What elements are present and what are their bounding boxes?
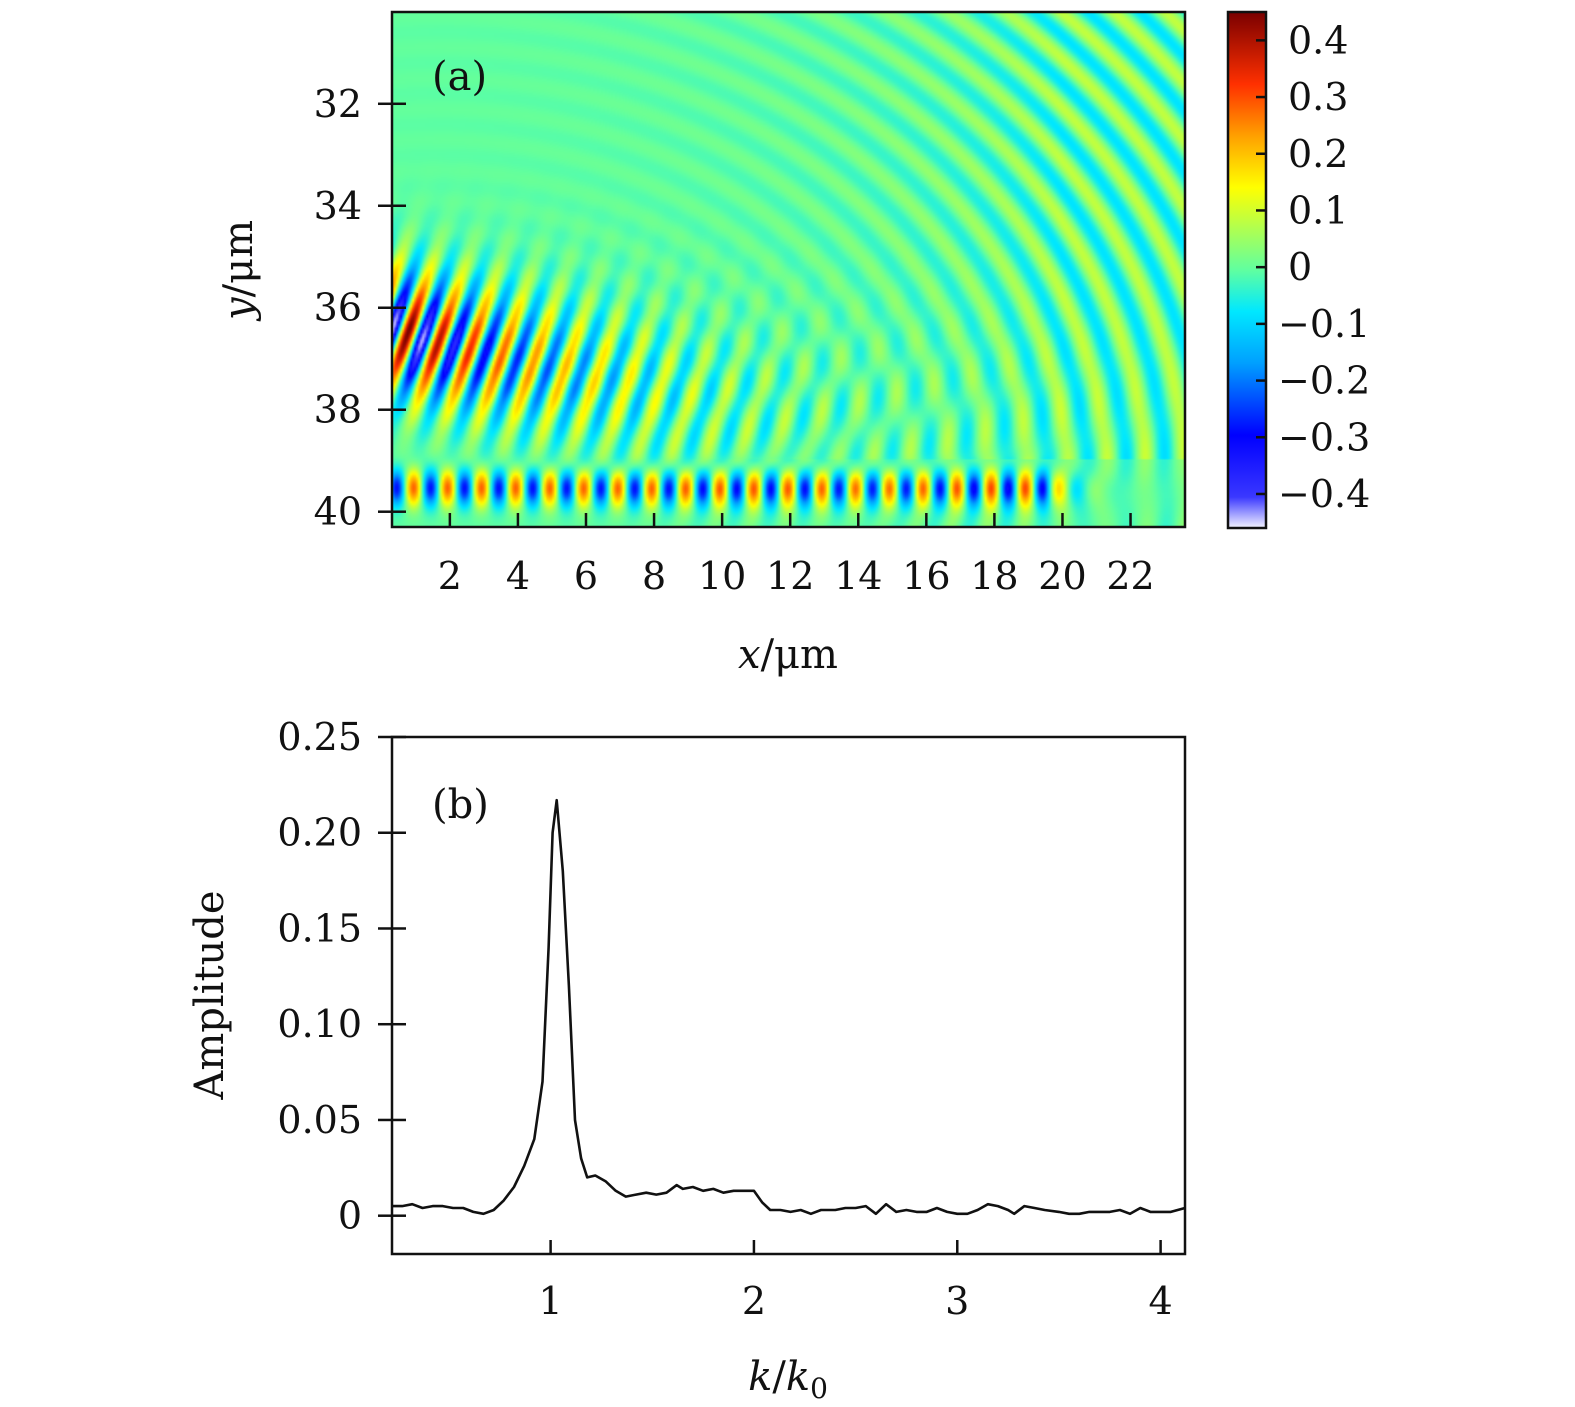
x-axis-title: x/μm <box>738 632 838 678</box>
colorbar-frame <box>1226 10 1268 530</box>
colorbar-tick-label: −0.4 <box>1278 472 1370 516</box>
x-tick-label: 18 <box>970 554 1018 598</box>
x-tick-label: 16 <box>902 554 950 598</box>
colorbar-tick-label: 0.4 <box>1288 18 1348 62</box>
colorbar-ticks: 0.4 0.3 0.2 0.1 0 −0.1 −0.2 −0.3 −0.4 <box>1256 18 1370 516</box>
spectrum-ticks: 1 2 3 4 0 0.05 0.10 0.15 0.20 0.25 <box>277 715 1172 1323</box>
k-tick-label: 3 <box>945 1279 969 1323</box>
amplitude-tick-label: 0.10 <box>277 1002 362 1046</box>
x-axis-title-k: k/k0 <box>748 1354 828 1405</box>
colorbar-tick-label: −0.1 <box>1278 302 1370 346</box>
colorbar-tick-label: −0.2 <box>1278 359 1370 403</box>
heatmap-ticks: 2 4 6 8 10 12 14 16 18 20 22 32 34 36 38 40 <box>314 82 1155 598</box>
colorbar-tick-label: 0.1 <box>1288 188 1348 232</box>
colorbar-tick-label: 0.3 <box>1288 75 1348 119</box>
panel-a-label: (a) <box>432 54 487 100</box>
colorbar-tick-label: 0 <box>1288 245 1312 289</box>
heatmap-panel: 2 4 6 8 10 12 14 16 18 20 22 32 34 36 38 40 (a) y/μm x/… <box>216 10 1370 678</box>
amplitude-tick-label: 0.15 <box>277 906 362 950</box>
amplitude-tick-label: 0.20 <box>277 811 362 855</box>
x-tick-label: 14 <box>834 554 882 598</box>
heatmap-field <box>392 12 1185 527</box>
spectrum-panel: 1 2 3 400.050.100.150.200.25 (b) Amplitude … <box>187 715 1187 1405</box>
y-axis-title-amplitude: Amplitude <box>187 890 233 1100</box>
x-tick-label: 2 <box>438 554 462 598</box>
k-tick-label: 2 <box>742 1279 766 1323</box>
y-tick-label: 32 <box>314 82 362 126</box>
colorbar-tick-label: −0.3 <box>1278 415 1370 459</box>
spectrum-frame <box>390 735 1187 1256</box>
y-tick-label: 40 <box>314 490 362 534</box>
y-tick-label: 34 <box>314 184 362 228</box>
k-tick-label: 1 <box>539 1279 563 1323</box>
amplitude-tick-label: 0.05 <box>277 1098 362 1142</box>
panel-b-label: (b) <box>432 782 489 828</box>
colorbar: 0.4 0.3 0.2 0.1 0 −0.1 −0.2 −0.3 −0.4 <box>1226 10 1370 530</box>
heatmap-frame <box>390 10 1187 529</box>
amplitude-series-line <box>392 798 1186 1216</box>
x-tick-label: 10 <box>698 554 746 598</box>
amplitude-tick-label: 0 <box>338 1194 362 1238</box>
x-tick-label: 22 <box>1106 554 1154 598</box>
amplitude-tick-label: 0.25 <box>277 715 362 759</box>
x-tick-label: 4 <box>506 554 530 598</box>
k-tick-label: 4 <box>1149 1279 1173 1323</box>
colorbar-gradient <box>1228 12 1266 528</box>
x-tick-label: 20 <box>1038 554 1086 598</box>
y-tick-label: 36 <box>314 286 362 330</box>
x-tick-label: 12 <box>766 554 814 598</box>
y-axis-title: y/μm <box>216 220 262 322</box>
x-tick-label: 8 <box>642 554 666 598</box>
y-tick-label: 38 <box>314 388 362 432</box>
colorbar-tick-label: 0.2 <box>1288 132 1348 176</box>
x-tick-label: 6 <box>574 554 598 598</box>
